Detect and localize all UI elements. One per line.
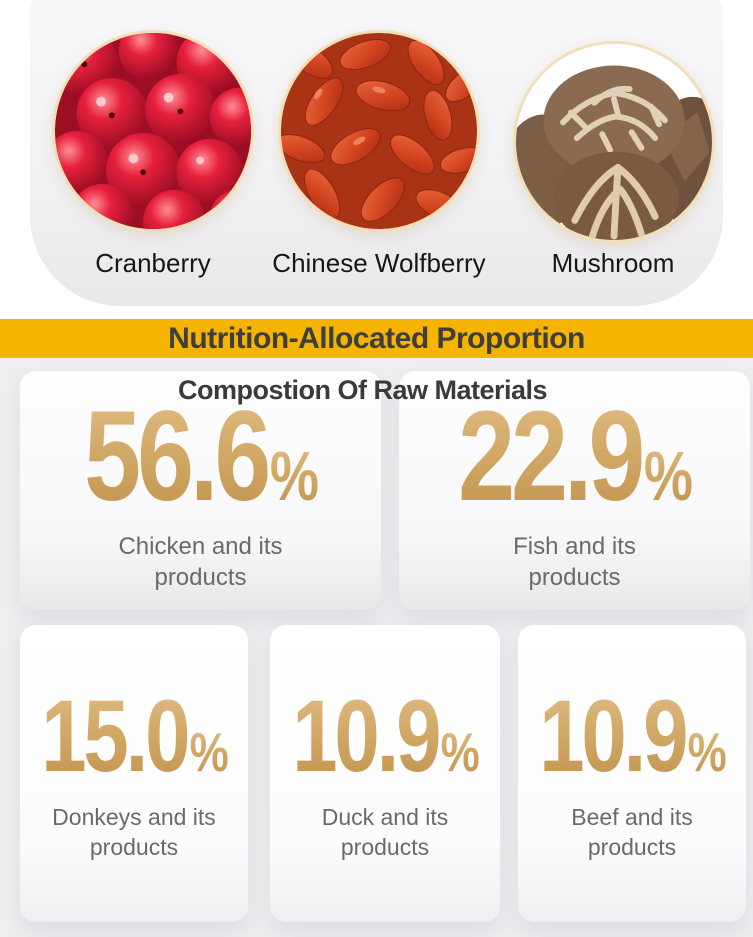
percent-value: 10.9% [292, 679, 480, 793]
percent-sign: % [440, 721, 479, 783]
percent-value: 15.0% [41, 679, 229, 793]
percent-value: 56.6% [83, 385, 319, 528]
percent-label: Fish and its products [513, 533, 636, 592]
section-banner: Nutrition-Allocated Proportion [0, 319, 753, 358]
composition-card-fish: 22.9% Fish and its products [399, 371, 750, 610]
mushroom-photo [516, 44, 712, 240]
wolfberry-illustration [281, 33, 477, 229]
percent-sign: % [269, 437, 319, 515]
banner-title: Nutrition-Allocated Proportion [168, 321, 585, 355]
percent-label: Duck and its products [321, 804, 449, 860]
mushroom-illustration [516, 44, 712, 240]
percent-sign: % [189, 721, 228, 783]
composition-section: Compostion Of Raw Materials 56.6% Chicke… [0, 358, 753, 937]
ingredient-label-mushroom: Mushroom [551, 248, 675, 278]
composition-card-duck: 10.9% Duck and its products [270, 625, 500, 922]
ingredients-section: Cranberry Chinese Wolfberry Mushroom [30, 0, 723, 306]
wolfberry-photo [281, 33, 477, 229]
percent-value: 10.9% [539, 679, 727, 793]
percent-sign: % [687, 721, 726, 783]
composition-card-chicken: 56.6% Chicken and its products [20, 371, 381, 610]
ingredient-label-wolfberry: Chinese Wolfberry [272, 248, 486, 278]
ingredient-label-cranberry: Cranberry [95, 248, 211, 278]
composition-card-donkey: 15.0% Donkeys and its products [20, 625, 248, 922]
percent-sign: % [643, 437, 693, 515]
percent-value: 22.9% [457, 385, 693, 528]
percent-label: Donkeys and its products [52, 804, 216, 860]
cranberry-illustration [55, 33, 251, 229]
percent-label: Beef and its products [571, 804, 693, 860]
cranberry-photo [55, 33, 251, 229]
composition-card-beef: 10.9% Beef and its products [518, 625, 746, 922]
percent-label: Chicken and its products [118, 533, 283, 592]
composition-title: Compostion Of Raw Materials [177, 375, 548, 405]
